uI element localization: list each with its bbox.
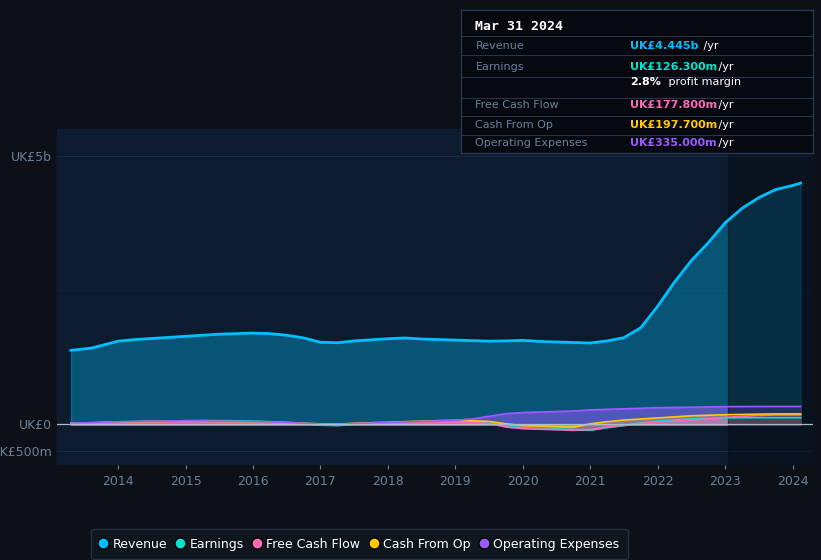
Text: UK£4.445b: UK£4.445b (630, 41, 699, 51)
Text: Mar 31 2024: Mar 31 2024 (475, 20, 563, 33)
Text: UK£126.300m: UK£126.300m (630, 62, 718, 72)
Text: /yr: /yr (715, 62, 734, 72)
Text: Cash From Op: Cash From Op (475, 120, 553, 130)
Legend: Revenue, Earnings, Free Cash Flow, Cash From Op, Operating Expenses: Revenue, Earnings, Free Cash Flow, Cash … (91, 529, 628, 559)
Text: 2.8%: 2.8% (630, 77, 661, 87)
Text: Free Cash Flow: Free Cash Flow (475, 100, 559, 110)
Text: UK£197.700m: UK£197.700m (630, 120, 718, 130)
Text: Revenue: Revenue (475, 41, 524, 51)
Text: profit margin: profit margin (665, 77, 741, 87)
Bar (728, 129, 816, 465)
Text: /yr: /yr (715, 100, 734, 110)
Text: /yr: /yr (699, 41, 718, 51)
Text: /yr: /yr (715, 120, 734, 130)
Text: /yr: /yr (715, 138, 734, 148)
Text: UK£177.800m: UK£177.800m (630, 100, 718, 110)
Text: Operating Expenses: Operating Expenses (475, 138, 588, 148)
Text: UK£335.000m: UK£335.000m (630, 138, 717, 148)
Text: Earnings: Earnings (475, 62, 524, 72)
